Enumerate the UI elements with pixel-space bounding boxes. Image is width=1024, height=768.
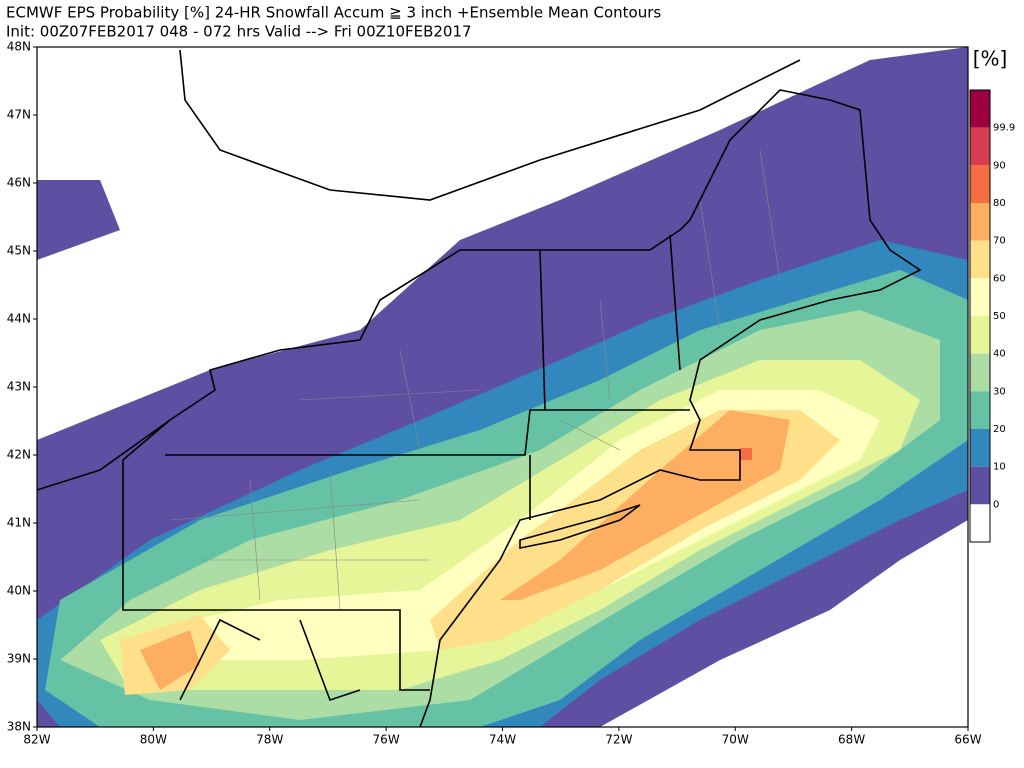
state-borders (122, 234, 690, 702)
colorbar-segment (970, 316, 990, 354)
colorbar-label: 90 (993, 160, 1006, 171)
colorbar-label: 40 (993, 349, 1006, 360)
title: ECMWF EPS Probability [%] 24-HR Snowfall… (6, 4, 661, 22)
lon-label: 68W (838, 733, 865, 747)
county-lines (169, 149, 781, 611)
colorbar-label: 10 (993, 462, 1006, 473)
lon-label: 70W (722, 733, 749, 747)
lon-label: 82W (23, 733, 50, 747)
colorbar-label: 60 (993, 273, 1006, 284)
colorbar-label: 0 (993, 499, 999, 510)
colorbar-label: 99.9 (993, 123, 1015, 134)
colorbar-segment (970, 278, 990, 316)
lon-label: 76W (373, 733, 400, 747)
colorbar-segment (970, 165, 990, 203)
colorbar-label: 20 (993, 424, 1006, 435)
lat-label: 43N (7, 380, 31, 394)
lat-label: 46N (7, 176, 31, 190)
colorbar-label: 50 (993, 311, 1006, 322)
lat-label: 45N (7, 244, 31, 258)
colorbar-segment (970, 466, 990, 505)
lat-label: 40N (7, 584, 31, 598)
colorbar-segment (970, 90, 990, 128)
colorbar-unit: [%] (973, 47, 1008, 71)
colorbar-segment (970, 240, 990, 279)
lat-label: 48N (7, 40, 31, 54)
boundaries (36, 49, 922, 728)
colorbar: 99.9 90 80 70 60 50 40 30 20 10 0 (969, 89, 1015, 543)
colorbar-segment (970, 391, 990, 429)
colorbar-label: 70 (993, 236, 1006, 247)
colorbar-segment (970, 353, 990, 392)
lat-label: 41N (7, 516, 31, 530)
lon-label: 72W (605, 733, 632, 747)
lon-label: 74W (489, 733, 516, 747)
field-band (740, 448, 752, 460)
colorbar-segment (970, 127, 990, 166)
lon-label: 80W (140, 733, 167, 747)
lat-label: 39N (7, 652, 31, 666)
subtitle: Init: 00Z07FEB2017 048 - 072 hrs Valid -… (6, 23, 472, 41)
colorbar-segment (970, 429, 990, 467)
field-band (140, 630, 200, 690)
lat-label: 42N (7, 448, 31, 462)
colorbar-label: 30 (993, 386, 1006, 397)
lon-label: 66W (954, 733, 981, 747)
lat-label: 38N (7, 720, 31, 734)
probability-field (37, 47, 968, 727)
colorbar-frame (969, 89, 991, 543)
field-band (500, 410, 790, 600)
colorbar-segment (970, 504, 990, 542)
colorbar-label: 80 (993, 198, 1006, 209)
long-island (519, 504, 641, 549)
lat-label: 44N (7, 312, 31, 326)
coastline (36, 49, 922, 728)
lat-label: 47N (7, 108, 31, 122)
lon-label: 78W (256, 733, 283, 747)
colorbar-segment (970, 203, 990, 241)
